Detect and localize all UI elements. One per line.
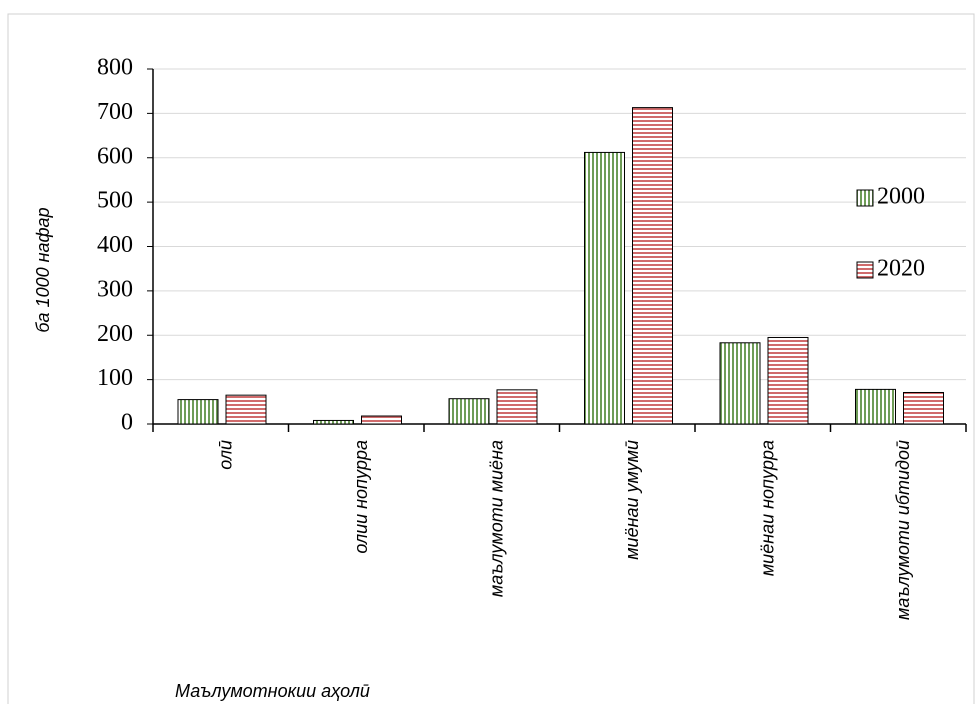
y-tick-label: 400 (97, 232, 133, 258)
y-tick-label: 200 (97, 321, 133, 347)
legend-swatch (856, 189, 874, 207)
bar (225, 394, 267, 425)
bar (767, 336, 809, 425)
y-tick-label: 700 (97, 99, 133, 125)
y-tick-label: 600 (97, 143, 133, 169)
y-tick-label: 0 (121, 410, 133, 436)
bar (903, 391, 944, 425)
x-tick-label: олӣ (216, 440, 236, 470)
frame (7, 13, 975, 704)
x-tick-label: миёнаи умумӣ (622, 440, 642, 560)
bar (719, 342, 761, 425)
y-tick-label: 300 (97, 276, 133, 302)
legend-swatch (856, 261, 874, 279)
y-tick-label: 800 (97, 55, 133, 81)
bar (632, 107, 673, 425)
x-axis-label: Маълумотнокии аҳолӣ (175, 681, 370, 701)
bar (361, 415, 402, 425)
y-tick-label: 100 (97, 365, 133, 391)
x-tick-label: маълумоти миёна (487, 440, 507, 597)
x-tick-label: маълумоти ибтидоӣ (893, 440, 913, 620)
bar (584, 151, 625, 425)
bar (448, 398, 490, 425)
legend-label: 2020 (877, 256, 925, 282)
bar (855, 388, 896, 425)
y-tick-label: 500 (97, 188, 133, 214)
bar (496, 389, 538, 425)
x-tick-label: миёнаи нопурра (758, 440, 778, 576)
x-tick-label: олии нопурра (351, 440, 371, 554)
bar (177, 399, 219, 425)
bar (313, 419, 354, 425)
y-axis-label: ба 1000 нафар (33, 207, 53, 332)
legend-label: 2000 (877, 184, 925, 210)
